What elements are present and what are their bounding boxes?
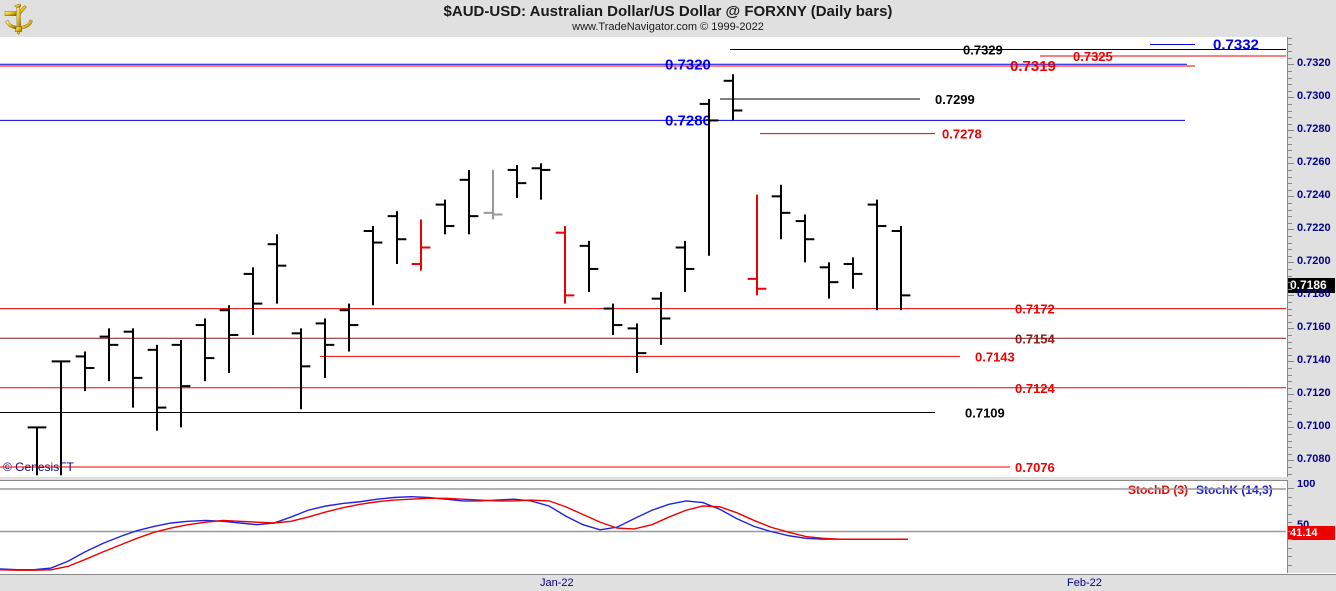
svg-text:0.7076: 0.7076 — [1015, 460, 1055, 475]
svg-text:0.7109: 0.7109 — [965, 406, 1005, 421]
svg-text:0.7286: 0.7286 — [665, 112, 711, 129]
svg-text:0.7329: 0.7329 — [963, 42, 1003, 57]
svg-text:0.7319: 0.7319 — [1010, 58, 1056, 75]
svg-text:0.7278: 0.7278 — [942, 127, 982, 142]
svg-text:0.7325: 0.7325 — [1073, 49, 1113, 64]
svg-text:0.7124: 0.7124 — [1015, 381, 1056, 396]
svg-text:0.7299: 0.7299 — [935, 92, 975, 107]
svg-text:0.7172: 0.7172 — [1015, 302, 1055, 317]
svg-text:0.7320: 0.7320 — [665, 56, 711, 73]
svg-text:0.7332: 0.7332 — [1213, 37, 1259, 53]
svg-text:0.7154: 0.7154 — [1015, 331, 1056, 346]
svg-text:0.7143: 0.7143 — [975, 349, 1015, 364]
